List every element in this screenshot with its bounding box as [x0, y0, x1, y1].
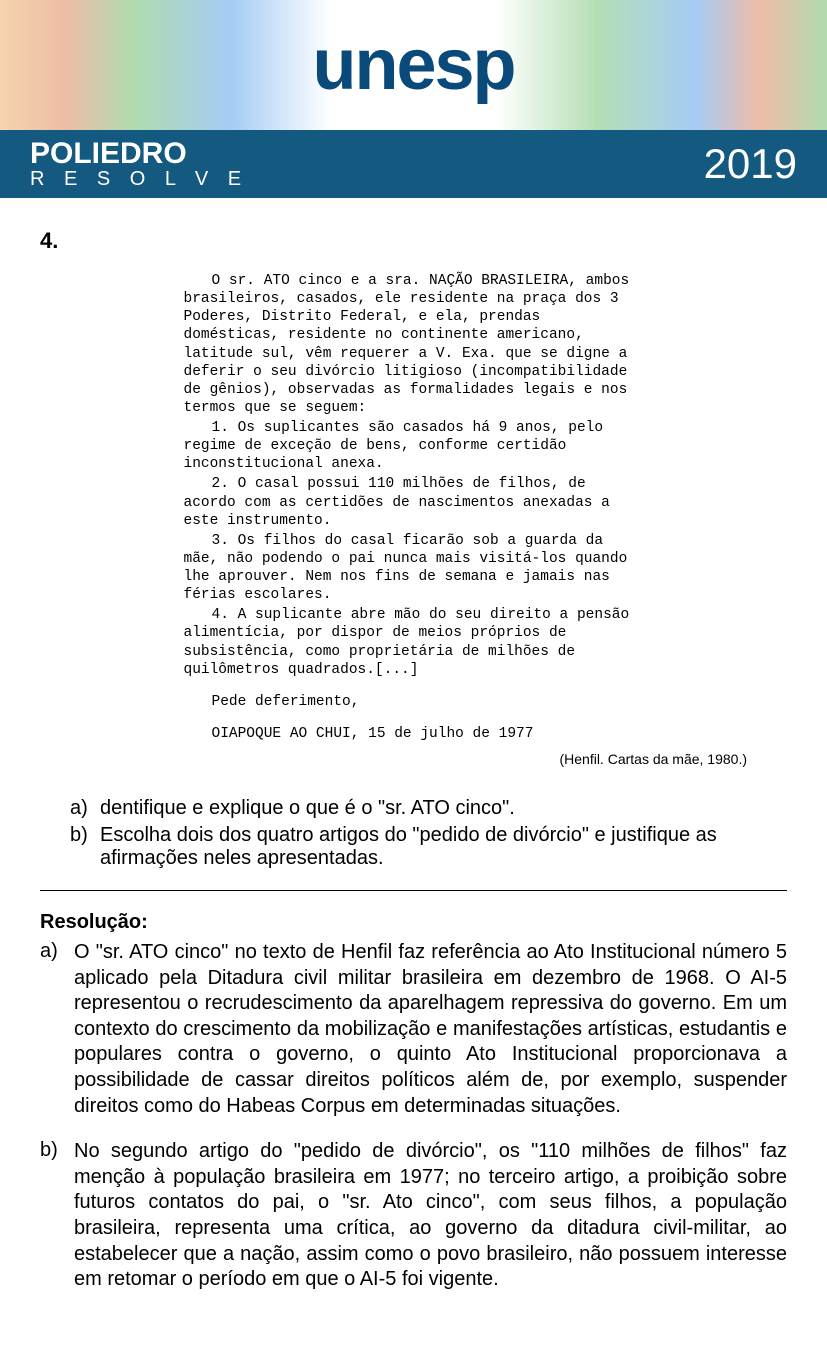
exam-year: 2019	[704, 140, 797, 188]
citation: (Henfil. Cartas da mãe, 1980.)	[40, 751, 747, 767]
answer-label: a)	[40, 940, 74, 1119]
header-background: unesp	[0, 0, 827, 130]
answer-text: O "sr. ATO cinco" no texto de Henfil faz…	[74, 940, 787, 1119]
resolution-answers: a) O "sr. ATO cinco" no texto de Henfil …	[40, 940, 787, 1293]
brand-sub: R E S O L V E	[30, 169, 248, 189]
brand-block: POLIEDRO R E S O L V E	[30, 139, 248, 189]
answer-row: a) O "sr. ATO cinco" no texto de Henfil …	[40, 940, 787, 1119]
unesp-logo: unesp	[312, 24, 514, 106]
prompt-text: dentifique e explique o que é o "sr. ATO…	[100, 797, 787, 820]
answer-text: No segundo artigo do "pedido de divórcio…	[74, 1139, 787, 1293]
doc-item-4: 4. A suplicante abre mão do seu direito …	[184, 606, 644, 679]
quoted-document: O sr. ATO cinco e a sra. NAÇÃO BRASILEIR…	[184, 272, 644, 743]
answer-row: b) No segundo artigo do "pedido de divór…	[40, 1139, 787, 1293]
page-content: 4. O sr. ATO cinco e a sra. NAÇÃO BRASIL…	[0, 198, 827, 1353]
doc-item-1: 1. Os suplicantes são casados há 9 anos,…	[184, 419, 644, 473]
question-number: 4.	[40, 228, 787, 254]
doc-item-3: 3. Os filhos do casal ficarão sob a guar…	[184, 532, 644, 605]
brand-main: POLIEDRO	[30, 139, 248, 169]
resolution-title: Resolução:	[40, 911, 787, 934]
doc-place-date: OIAPOQUE AO CHUI, 15 de julho de 1977	[184, 725, 644, 743]
prompt-row: a) dentifique e explique o que é o "sr. …	[70, 797, 787, 820]
prompt-text: Escolha dois dos quatro artigos do "pedi…	[100, 824, 787, 870]
brand-bar: POLIEDRO R E S O L V E 2019	[0, 130, 827, 198]
prompt-row: b) Escolha dois dos quatro artigos do "p…	[70, 824, 787, 870]
separator	[40, 890, 787, 891]
prompt-label: a)	[70, 797, 100, 820]
doc-intro: O sr. ATO cinco e a sra. NAÇÃO BRASILEIR…	[184, 272, 644, 417]
doc-item-2: 2. O casal possui 110 milhões de filhos,…	[184, 475, 644, 529]
answer-label: b)	[40, 1139, 74, 1293]
question-prompts: a) dentifique e explique o que é o "sr. …	[70, 797, 787, 870]
prompt-label: b)	[70, 824, 100, 870]
doc-signoff: Pede deferimento,	[184, 693, 644, 711]
